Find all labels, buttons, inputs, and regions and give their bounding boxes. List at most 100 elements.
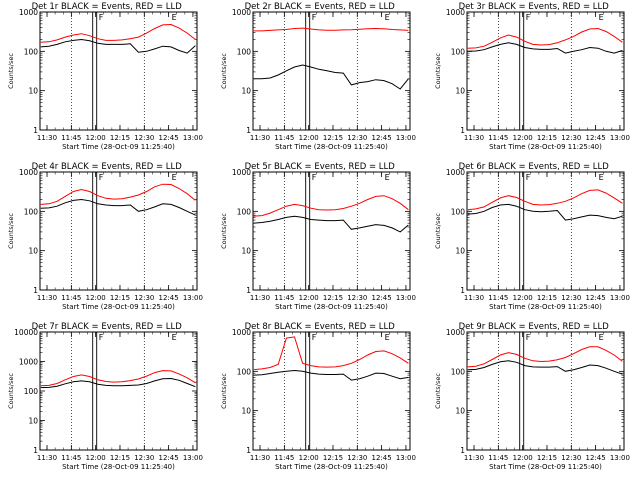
x-tick-label: 12:15 — [537, 454, 557, 462]
x-tick-label: 13:00 — [609, 134, 629, 142]
x-tick-label: 12:30 — [348, 134, 368, 142]
plot-frame — [466, 171, 625, 291]
x-tick-label: 11:45 — [61, 294, 81, 302]
x-tick-label: 12:15 — [110, 294, 130, 302]
marker-label: E — [172, 13, 177, 22]
y-tick-label: 100 — [450, 367, 465, 376]
marker-label: E — [172, 333, 177, 342]
plot-frame — [466, 331, 625, 451]
x-axis-label: Start Time (28-Oct-09 11:25:40) — [489, 303, 602, 311]
x-tick-label: 12:30 — [134, 134, 154, 142]
flare-marker-bar — [305, 11, 311, 131]
x-tick-label: 13:00 — [609, 294, 629, 302]
x-tick-label: 12:45 — [372, 454, 392, 462]
marker-label: F — [312, 333, 317, 342]
x-tick-label: 12:00 — [299, 454, 319, 462]
plot-frame — [466, 11, 625, 131]
x-tick-label: 12:30 — [561, 294, 581, 302]
y-tick-label: 1 — [460, 126, 465, 135]
flare-marker-bar — [92, 171, 98, 291]
y-tick-label: 10000 — [14, 328, 38, 337]
plot-frame — [252, 331, 411, 451]
y-tick-label: 1 — [247, 446, 252, 455]
x-tick-label: 13:00 — [183, 134, 203, 142]
x-tick-label: 11:45 — [488, 294, 508, 302]
x-tick-label: 12:15 — [110, 134, 130, 142]
marker-label: F — [525, 13, 530, 22]
y-tick-label: 100 — [24, 207, 39, 216]
marker-label: E — [385, 333, 390, 342]
y-tick-label: 1 — [247, 126, 252, 135]
x-tick-label: 12:15 — [323, 454, 343, 462]
marker-label: E — [598, 333, 603, 342]
chart-det-6: Det 6r BLACK = Events, RED = LLD 1 10 100 10… — [434, 162, 630, 311]
x-tick-label: 12:15 — [323, 134, 343, 142]
lld-series-line — [467, 189, 623, 211]
x-tick-label: 12:00 — [512, 134, 532, 142]
y-axis-label: Counts/sec — [434, 213, 442, 249]
flare-marker-bar — [518, 331, 524, 451]
y-tick-label: 1000 — [232, 168, 251, 177]
x-tick-label: 12:00 — [512, 454, 532, 462]
chart-title: Det 4r BLACK = Events, RED = LLD — [32, 162, 183, 172]
y-axis-label: Counts/sec — [7, 373, 15, 409]
chart-det-2: Det 2r BLACK = Events, RED = LLD 1 10 100 10… — [220, 2, 416, 151]
chart-det-5: Det 5r BLACK = Events, RED = LLD 1 10 100 10… — [220, 162, 416, 311]
x-tick-label: 12:15 — [323, 294, 343, 302]
y-tick-label: 100 — [450, 207, 465, 216]
lld-series-line — [254, 336, 410, 371]
y-axis-label: Counts/sec — [7, 213, 15, 249]
flare-marker-bar — [305, 331, 311, 451]
y-tick-label: 1000 — [446, 328, 465, 337]
x-axis-label: Start Time (28-Oct-09 11:25:40) — [275, 143, 388, 151]
x-tick-label: 13:00 — [396, 134, 416, 142]
plot-frame — [252, 171, 411, 291]
y-tick-label: 1000 — [19, 8, 38, 17]
y-tick-label: 100 — [237, 207, 252, 216]
marker-label: F — [99, 13, 104, 22]
x-tick-label: 12:45 — [372, 294, 392, 302]
events-series-line — [467, 203, 623, 221]
x-tick-label: 13:00 — [183, 454, 203, 462]
x-tick-label: 12:45 — [585, 134, 605, 142]
y-tick-label: 100 — [24, 47, 39, 56]
x-axis-label: Start Time (28-Oct-09 11:25:40) — [489, 143, 602, 151]
lld-series-line — [467, 27, 623, 49]
y-tick-label: 10 — [455, 247, 465, 256]
y-tick-label: 1 — [33, 446, 38, 455]
x-tick-label: 12:30 — [348, 294, 368, 302]
x-tick-label: 12:30 — [134, 454, 154, 462]
chart-title: Det 9r BLACK = Events, RED = LLD — [458, 322, 609, 332]
x-tick-label: 11:30 — [250, 134, 270, 142]
marker-label: E — [385, 173, 390, 182]
chart-title: Det 3r BLACK = Events, RED = LLD — [458, 2, 609, 12]
plot-frame — [39, 171, 198, 291]
y-axis-label: Counts/sec — [220, 53, 228, 89]
x-tick-label: 12:45 — [159, 134, 179, 142]
x-tick-label: 12:15 — [537, 134, 557, 142]
x-axis-label: Start Time (28-Oct-09 11:25:40) — [275, 303, 388, 311]
events-series-line — [40, 377, 196, 389]
x-tick-label: 11:30 — [464, 294, 484, 302]
lld-series-line — [40, 370, 196, 387]
events-series-line — [254, 215, 410, 233]
x-axis-label: Start Time (28-Oct-09 11:25:40) — [275, 463, 388, 471]
x-tick-label: 12:30 — [348, 454, 368, 462]
x-tick-label: 13:00 — [396, 294, 416, 302]
y-tick-label: 1 — [460, 286, 465, 295]
y-tick-label: 1000 — [446, 8, 465, 17]
y-tick-label: 100 — [237, 47, 252, 56]
y-tick-label: 1 — [33, 286, 38, 295]
x-tick-label: 11:45 — [275, 134, 295, 142]
y-tick-label: 1000 — [19, 358, 38, 367]
y-tick-label: 1000 — [232, 8, 251, 17]
y-tick-label: 10 — [28, 87, 38, 96]
y-tick-label: 1 — [33, 126, 38, 135]
marker-label: F — [99, 173, 104, 182]
x-tick-label: 11:45 — [275, 294, 295, 302]
plot-frame — [39, 11, 198, 131]
y-axis-label: Counts/sec — [220, 213, 228, 249]
y-axis-label: Counts/sec — [434, 53, 442, 89]
x-tick-label: 12:45 — [585, 294, 605, 302]
